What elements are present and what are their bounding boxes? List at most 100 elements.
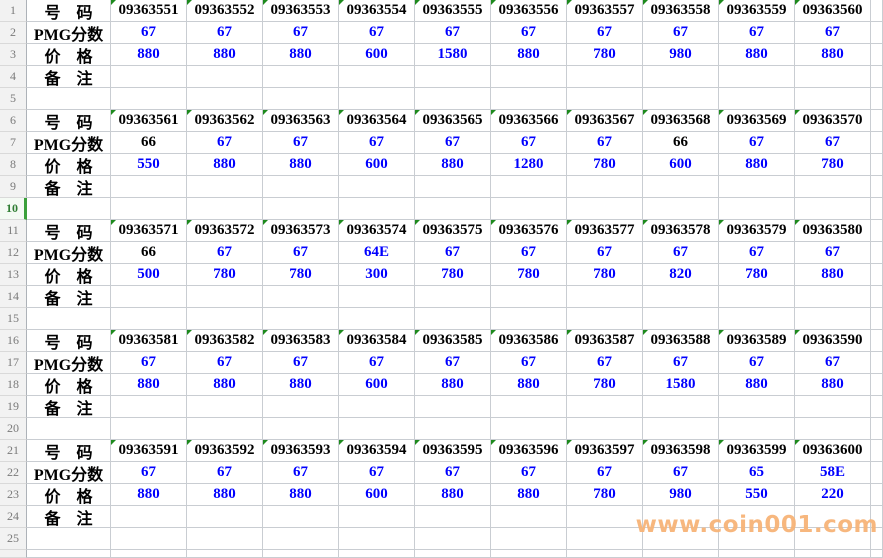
price-cell[interactable]: 780 [567,484,643,506]
price-cell[interactable]: 1580 [415,44,491,66]
serial-number-cell[interactable]: 09363596 [491,440,567,462]
empty-cell[interactable] [643,88,719,110]
empty-cell[interactable] [643,528,719,550]
price-cell[interactable]: 880 [795,374,871,396]
pmg-score-cell[interactable]: 67 [567,132,643,154]
pmg-score-cell[interactable]: 67 [567,242,643,264]
serial-number-cell[interactable]: 09363576 [491,220,567,242]
serial-number-cell[interactable]: 09363557 [567,0,643,22]
row-header-cell[interactable]: 12 [0,242,27,264]
serial-number-cell[interactable]: 09363567 [567,110,643,132]
serial-number-cell[interactable]: 09363568 [643,110,719,132]
empty-cell[interactable] [415,550,491,558]
pmg-score-cell[interactable]: 67 [491,242,567,264]
price-cell[interactable]: 880 [263,154,339,176]
pmg-score-cell[interactable]: 66 [111,132,187,154]
note-cell[interactable] [719,506,795,528]
empty-cell[interactable] [795,528,871,550]
serial-number-cell[interactable]: 09363587 [567,330,643,352]
empty-cell[interactable] [795,418,871,440]
empty-cell[interactable] [415,308,491,330]
note-cell[interactable] [567,176,643,198]
row-label-number[interactable]: 号 码 [27,110,111,132]
pmg-score-cell[interactable]: 67 [415,352,491,374]
empty-cell[interactable] [415,418,491,440]
note-cell[interactable] [263,286,339,308]
price-cell[interactable]: 880 [491,484,567,506]
note-cell[interactable] [795,176,871,198]
serial-number-cell[interactable]: 09363562 [187,110,263,132]
note-cell[interactable] [339,66,415,88]
empty-cell[interactable] [187,550,263,558]
price-cell[interactable]: 780 [187,264,263,286]
note-cell[interactable] [643,506,719,528]
pmg-score-cell[interactable]: 67 [491,132,567,154]
row-label-price[interactable]: 价 格 [27,44,111,66]
row-header-cell[interactable]: 19 [0,396,27,418]
row-label-note[interactable]: 备 注 [27,396,111,418]
note-cell[interactable] [491,396,567,418]
price-cell[interactable]: 780 [263,264,339,286]
row-header-cell[interactable] [0,550,27,558]
row-header-cell[interactable]: 9 [0,176,27,198]
pmg-score-cell[interactable]: 67 [795,132,871,154]
empty-cell[interactable] [263,550,339,558]
price-cell[interactable]: 780 [795,154,871,176]
empty-cell[interactable] [567,198,643,220]
price-cell[interactable]: 880 [415,484,491,506]
price-cell[interactable]: 550 [719,484,795,506]
note-cell[interactable] [643,396,719,418]
pmg-score-cell[interactable]: 67 [415,462,491,484]
note-cell[interactable] [263,176,339,198]
serial-number-cell[interactable]: 09363585 [415,330,491,352]
note-cell[interactable] [415,286,491,308]
note-cell[interactable] [263,506,339,528]
note-cell[interactable] [795,66,871,88]
price-cell[interactable]: 880 [263,484,339,506]
empty-cell[interactable] [719,528,795,550]
row-header-cell[interactable]: 17 [0,352,27,374]
row-header-cell[interactable]: 1 [0,0,27,22]
price-cell[interactable]: 500 [111,264,187,286]
note-cell[interactable] [643,66,719,88]
price-cell[interactable]: 880 [187,374,263,396]
note-cell[interactable] [491,506,567,528]
note-cell[interactable] [339,176,415,198]
price-cell[interactable]: 880 [719,154,795,176]
pmg-score-cell[interactable]: 65 [719,462,795,484]
price-cell[interactable]: 1280 [491,154,567,176]
empty-cell[interactable] [111,198,187,220]
empty-cell[interactable] [795,88,871,110]
row-header-cell[interactable]: 15 [0,308,27,330]
row-header-cell[interactable]: 6 [0,110,27,132]
serial-number-cell[interactable]: 09363566 [491,110,567,132]
note-cell[interactable] [339,286,415,308]
serial-number-cell[interactable]: 09363559 [719,0,795,22]
row-label-price[interactable]: 价 格 [27,264,111,286]
empty-cell[interactable] [795,550,871,558]
price-cell[interactable]: 880 [415,374,491,396]
serial-number-cell[interactable]: 09363574 [339,220,415,242]
serial-number-cell[interactable]: 09363571 [111,220,187,242]
empty-cell[interactable] [491,528,567,550]
pmg-score-cell[interactable]: 67 [339,352,415,374]
empty-cell[interactable] [643,550,719,558]
price-cell[interactable]: 780 [567,374,643,396]
pmg-score-cell[interactable]: 67 [111,462,187,484]
empty-cell[interactable] [187,198,263,220]
pmg-score-cell[interactable]: 67 [719,22,795,44]
empty-cell[interactable] [491,198,567,220]
serial-number-cell[interactable]: 09363573 [263,220,339,242]
empty-cell[interactable] [27,528,111,550]
serial-number-cell[interactable]: 09363572 [187,220,263,242]
price-cell[interactable]: 1580 [643,374,719,396]
empty-cell[interactable] [27,88,111,110]
row-header-cell[interactable]: 11 [0,220,27,242]
row-label-score[interactable]: PMG分数 [27,462,111,484]
serial-number-cell[interactable]: 09363581 [111,330,187,352]
empty-cell[interactable] [339,198,415,220]
pmg-score-cell[interactable]: 67 [263,132,339,154]
serial-number-cell[interactable]: 09363565 [415,110,491,132]
price-cell[interactable]: 600 [339,154,415,176]
serial-number-cell[interactable]: 09363597 [567,440,643,462]
